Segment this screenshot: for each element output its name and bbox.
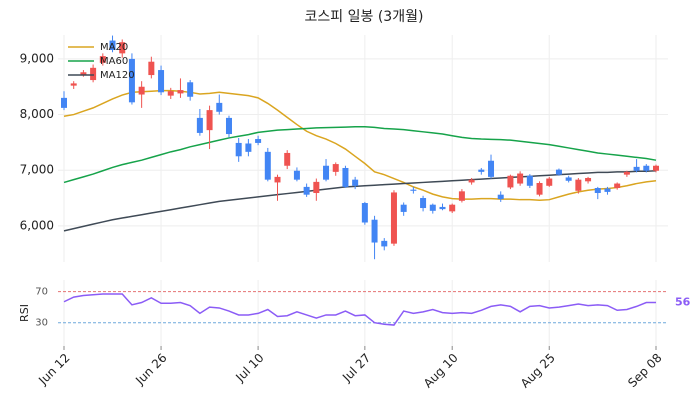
candle-body	[342, 167, 349, 187]
candle-body	[148, 61, 155, 76]
candle-body	[70, 83, 77, 86]
candle-body	[371, 219, 378, 243]
candle-body	[255, 139, 262, 143]
candle-body	[274, 176, 281, 183]
candle-body	[643, 165, 650, 171]
candle-body	[478, 169, 485, 172]
y-tick-label: 8,000	[20, 107, 54, 121]
candle-body	[468, 179, 475, 183]
candle-body	[128, 58, 135, 103]
candle-body	[235, 142, 242, 157]
candle-body	[196, 117, 203, 133]
y-tick-label: 9,000	[20, 51, 54, 65]
y-tick-label: 30	[35, 318, 48, 329]
candle-body	[439, 206, 446, 210]
x-tick-label: Sep 08	[625, 351, 664, 390]
x-tick-label: Jul 10	[232, 351, 266, 385]
candle-body	[119, 42, 126, 54]
candle-body	[245, 143, 252, 152]
candle-body	[623, 171, 630, 175]
candle-body	[167, 91, 174, 96]
candle-body	[313, 181, 320, 194]
chart-title: 코스피 일봉 (3개월)	[305, 9, 424, 25]
candle-body	[99, 56, 106, 63]
candle-body	[585, 177, 592, 182]
candle-body	[410, 189, 417, 191]
candle-body	[390, 192, 397, 244]
candle-body	[264, 151, 271, 180]
ma-line	[63, 126, 657, 184]
legend-label: MA60	[100, 56, 128, 67]
candle-body	[420, 198, 427, 209]
candle-body	[594, 188, 601, 194]
legend-label: MA20	[100, 42, 128, 53]
candle-body	[429, 204, 436, 211]
candle-body	[449, 204, 456, 212]
legend-label: MA120	[100, 70, 135, 81]
candle-body	[332, 164, 339, 172]
candle-body	[109, 40, 116, 51]
candle-body	[80, 72, 87, 75]
candle-body	[536, 182, 543, 195]
x-tick-label: Aug 25	[518, 351, 558, 391]
candle-body	[303, 186, 310, 195]
ma-line	[63, 89, 657, 201]
candle-body	[458, 191, 465, 201]
rsi-value-label: 56	[675, 296, 691, 309]
candle-body	[526, 175, 533, 186]
candle-body	[546, 178, 553, 186]
candle-body	[61, 97, 67, 108]
y-tick-label: 70	[35, 287, 48, 298]
candle-body	[206, 110, 213, 131]
candle-body	[361, 203, 368, 223]
candle-body	[284, 152, 291, 166]
candle-body	[488, 160, 495, 177]
candle-body	[555, 169, 562, 175]
candle-body	[653, 165, 659, 171]
candle-body	[381, 240, 388, 247]
candle-body	[507, 175, 514, 188]
x-tick-label: Jun 12	[35, 351, 72, 388]
candle-body	[604, 188, 611, 192]
candle-body	[138, 86, 145, 95]
candle-body	[400, 204, 407, 212]
y-tick-label: 6,000	[20, 218, 54, 232]
candle-body	[293, 170, 300, 180]
candle-body	[187, 82, 194, 97]
x-tick-label: Jul 27	[339, 351, 373, 385]
candle-body	[497, 194, 504, 200]
candle-body	[614, 183, 621, 189]
candle-body	[216, 102, 223, 112]
candle-body	[517, 173, 524, 184]
x-tick-label: Aug 10	[421, 351, 461, 391]
rsi-line	[63, 293, 656, 326]
ma-line	[63, 170, 657, 232]
y-axis-label: RSI	[18, 304, 31, 322]
y-tick-label: 7,000	[20, 163, 54, 177]
candle-body	[633, 166, 640, 171]
candle-body	[90, 67, 97, 81]
x-tick-label: Jun 26	[132, 351, 169, 388]
candle-body	[575, 179, 582, 191]
candle-body	[565, 177, 572, 181]
candle-body	[323, 165, 330, 180]
candle-body	[177, 90, 184, 94]
candle-body	[158, 70, 165, 93]
candle-body	[225, 117, 232, 135]
candle-body	[352, 179, 359, 186]
